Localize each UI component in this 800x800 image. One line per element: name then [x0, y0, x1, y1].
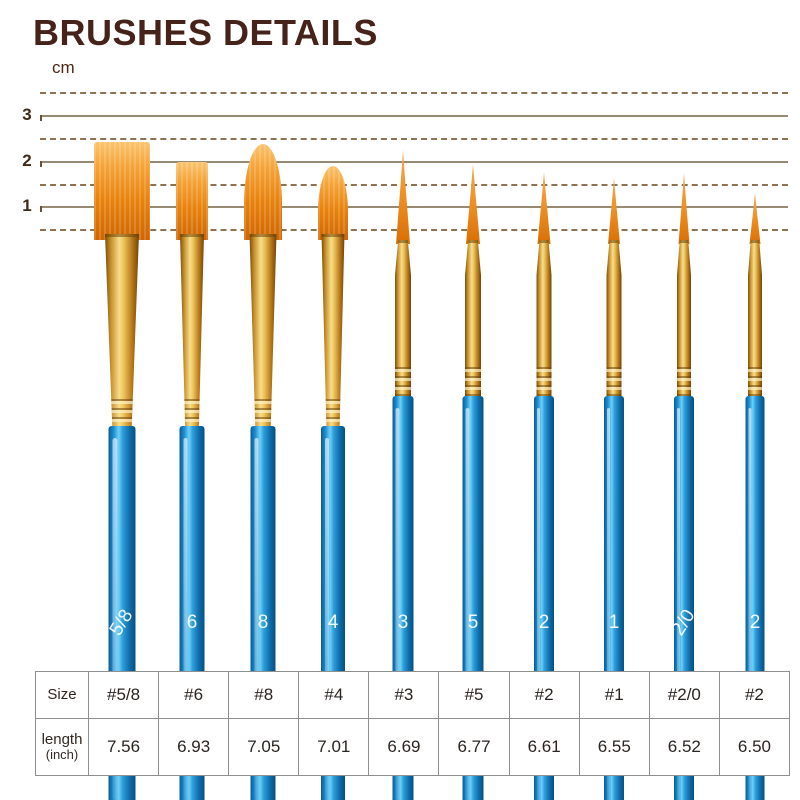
- table-length-value: 7.05: [228, 718, 299, 775]
- table-length-value: 6.52: [648, 718, 719, 775]
- ruler-line-2cm: [40, 161, 788, 163]
- brush-bristles: [537, 172, 551, 244]
- table-length-value: 6.61: [508, 718, 579, 775]
- brush-bristles: [749, 193, 761, 244]
- brush-ferrule: [395, 240, 411, 400]
- ruler-tick: [40, 161, 42, 167]
- table-length-header: length (inch): [36, 718, 88, 775]
- ferrule-crimp: [606, 367, 622, 397]
- table-size-value: #1: [578, 672, 649, 718]
- brush-ferrule: [321, 234, 345, 432]
- brush-bristles: [176, 162, 208, 240]
- brush-handle-label: 6: [186, 612, 198, 633]
- ruler-label-1: 1: [22, 196, 32, 215]
- table-length-header-word: length: [41, 730, 83, 748]
- ruler-label-3: 3: [22, 105, 32, 124]
- brush-handle-label: 8: [257, 612, 269, 633]
- brush-handle-label: 1: [608, 612, 620, 633]
- brush-ferrule: [249, 234, 277, 432]
- brush-handle-label: 2: [749, 612, 761, 633]
- brush-ferrule: [677, 240, 691, 400]
- ferrule-crimp: [677, 367, 691, 397]
- ruler-tick: [40, 206, 42, 212]
- table-length-value: 6.55: [578, 718, 649, 775]
- table-size-value: #6: [158, 672, 228, 718]
- table-length-value: 6.50: [718, 718, 789, 775]
- table-length-value: 6.69: [368, 718, 439, 775]
- brush-bristles: [396, 150, 410, 244]
- table-size-value: #2/0: [648, 672, 719, 718]
- table-length-value: 7.01: [298, 718, 369, 775]
- ferrule-crimp: [465, 367, 481, 397]
- brush-handle-label: 3: [397, 612, 409, 633]
- brush-bristles: [94, 142, 150, 240]
- spec-table: Size #5/8 #6 #8 #4 #3 #5 #2 #1 #2/0 #2 l…: [35, 671, 790, 776]
- ruler-unit-label: cm: [52, 58, 75, 77]
- table-size-value: #2: [508, 672, 579, 718]
- brush-bristles: [608, 178, 620, 244]
- brush-bristles: [678, 173, 690, 244]
- brush-handle-label: 2/0: [667, 605, 700, 640]
- brush-ferrule: [748, 240, 762, 400]
- ruler-line-dashed: [40, 184, 788, 186]
- brush-ferrule: [465, 240, 481, 400]
- ruler-line-dashed: [40, 229, 788, 231]
- table-size-value: #8: [228, 672, 298, 718]
- table-length-value: 6.93: [158, 718, 229, 775]
- brush-ferrule: [536, 240, 552, 400]
- ruler-line-1cm: [40, 206, 788, 208]
- brush-handle-label: 2: [538, 612, 550, 633]
- brush-handle-label: 4: [327, 612, 339, 633]
- ruler-tick: [40, 115, 42, 121]
- ruler-line-dashed: [40, 92, 788, 94]
- ruler-label-2: 2: [22, 151, 32, 170]
- ferrule-crimp: [321, 399, 345, 429]
- ruler-line-3cm: [40, 115, 788, 117]
- table-size-header: Size: [47, 685, 77, 703]
- table-size-value: #5/8: [88, 672, 158, 718]
- brush-bristles: [466, 164, 480, 244]
- ferrule-crimp: [536, 367, 552, 397]
- brush-handle-label: 5: [467, 612, 479, 633]
- ferrule-crimp: [395, 367, 411, 397]
- brush-bristles: [244, 144, 282, 240]
- table-size-value: #2: [718, 672, 789, 718]
- page-title: BRUSHES DETAILS: [33, 12, 378, 53]
- brush-ferrule: [180, 234, 204, 432]
- ferrule-crimp: [748, 367, 762, 397]
- ferrule-crimp: [249, 399, 277, 429]
- table-length-value: 7.56: [88, 718, 159, 775]
- ferrule-crimp: [105, 399, 139, 429]
- table-size-value: #3: [368, 672, 438, 718]
- table-length-value: 6.77: [438, 718, 509, 775]
- ruler-line-dashed: [40, 138, 788, 140]
- table-size-value: #4: [298, 672, 368, 718]
- brush-ferrule: [105, 234, 139, 432]
- table-size-value: #5: [438, 672, 508, 718]
- brush-ferrule: [606, 240, 622, 400]
- ferrule-crimp: [180, 399, 204, 429]
- table-length-header-unit: (inch): [45, 747, 79, 763]
- brush-bristles: [318, 166, 348, 240]
